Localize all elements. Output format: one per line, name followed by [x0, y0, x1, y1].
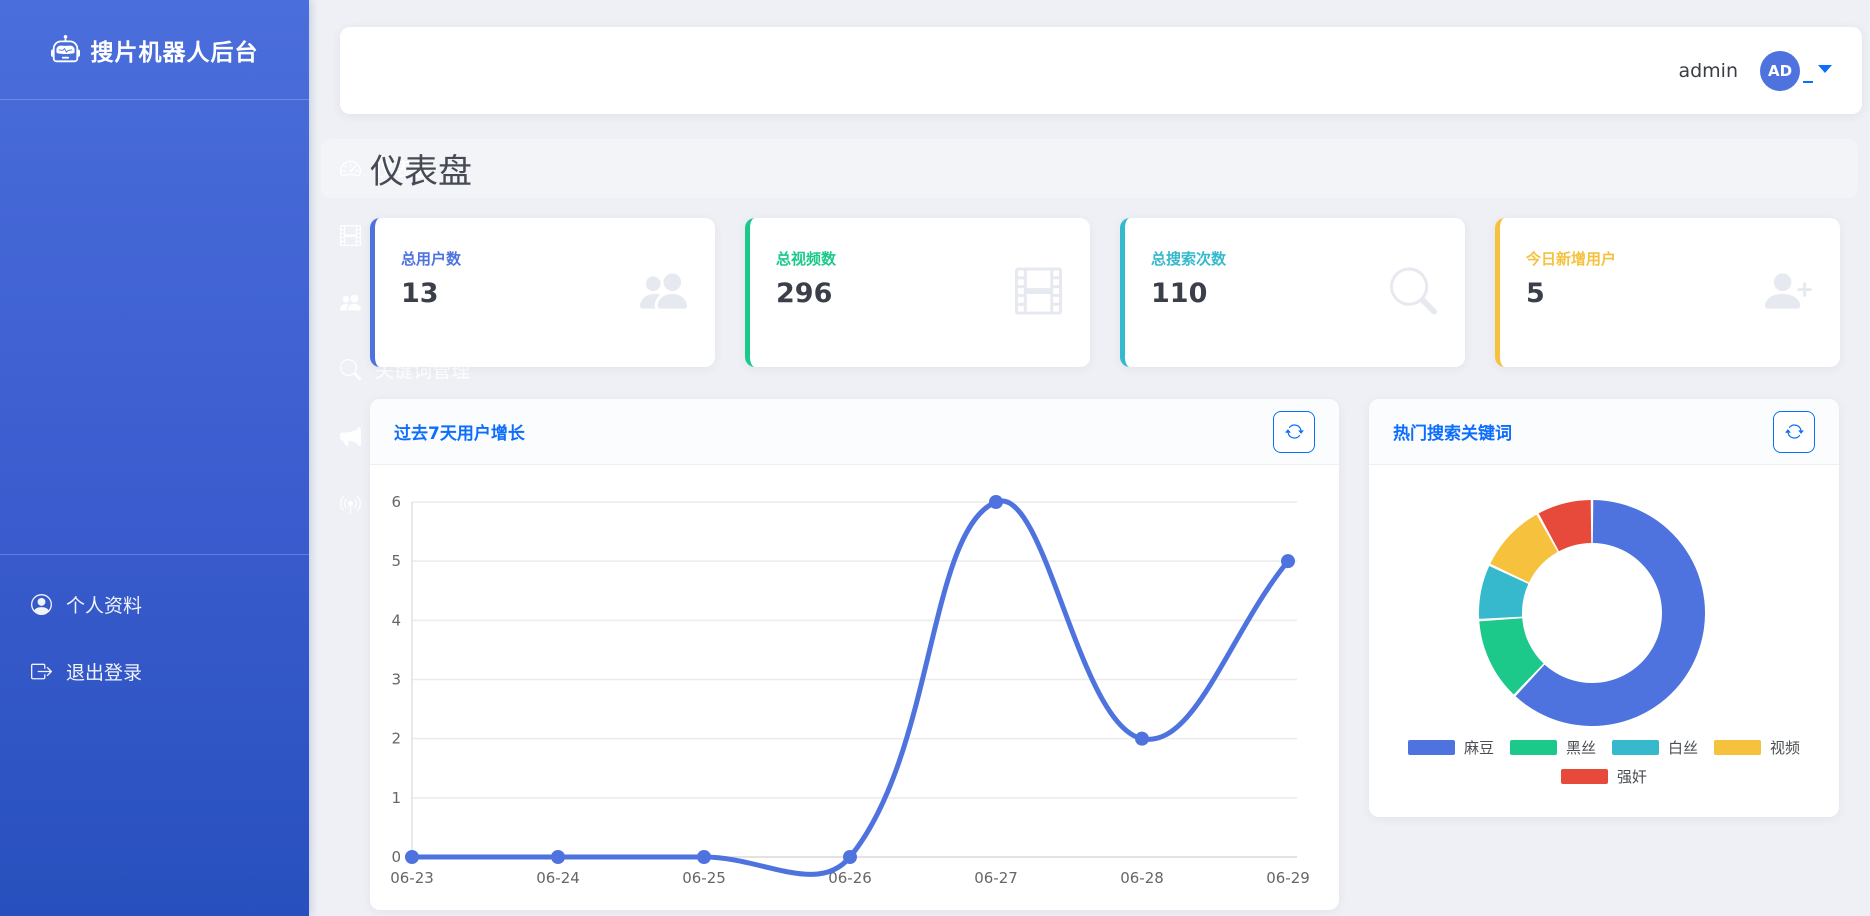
- legend-item[interactable]: 黑丝: [1509, 737, 1596, 758]
- stat-value: 110: [1151, 278, 1208, 309]
- person-circle-icon: [31, 594, 52, 615]
- sidebar-footer-nav: 个人资料 退出登录: [0, 575, 309, 709]
- svg-text:06-27: 06-27: [974, 869, 1018, 887]
- svg-text:06-28: 06-28: [1120, 869, 1164, 887]
- legend-label: 强奸: [1616, 768, 1647, 786]
- stat-label: 今日新增用户: [1526, 250, 1617, 268]
- stat-label: 总视频数: [776, 250, 837, 268]
- search-icon: [340, 359, 361, 380]
- line-chart: 0 1 2 3 4 5 6 06-23 06-24 06-25 06-26 06-27 06-28 06-…: [390, 493, 1310, 887]
- sidebar-item-profile[interactable]: 个人资料: [12, 575, 297, 634]
- svg-text:06-26: 06-26: [828, 869, 872, 887]
- stat-card-total-users: 总用户数 13: [370, 218, 715, 367]
- legend-label: 白丝: [1668, 739, 1699, 757]
- legend-swatch: [1714, 740, 1762, 755]
- speedometer-icon: [340, 160, 361, 177]
- svg-text:1: 1: [391, 789, 401, 807]
- user-growth-chart-card: 过去7天用户增长 0 1 2 3 4 5 6 06-23 06-24 06-25 06-26 06-2…: [370, 399, 1339, 910]
- megaphone-icon: [340, 427, 361, 446]
- legend-label: 视频: [1770, 739, 1801, 757]
- robot-icon: [50, 35, 80, 63]
- chevron-down-icon[interactable]: [1818, 64, 1832, 73]
- legend-swatch: [1612, 740, 1659, 755]
- stat-label: 总搜索次数: [1151, 250, 1227, 268]
- stat-card-new-users-today: 今日新增用户 5: [1495, 218, 1840, 367]
- refresh-button[interactable]: [1273, 410, 1315, 453]
- broadcast-icon: [340, 495, 361, 514]
- stat-value: 5: [1526, 278, 1545, 309]
- logout-icon: [31, 663, 52, 680]
- film-icon: [1015, 267, 1062, 318]
- main-content: admin AD 仪表盘 总用户数 13 总视频数 296: [309, 0, 1870, 916]
- search-icon: [1389, 267, 1437, 318]
- stat-value: 296: [776, 278, 833, 309]
- donut-chart: [1479, 500, 1705, 726]
- legend-item[interactable]: 视频: [1714, 737, 1800, 758]
- username-text: admin: [1678, 59, 1738, 82]
- sidebar-item-label: 仪表盘: [375, 159, 433, 181]
- refresh-button[interactable]: [1773, 410, 1815, 453]
- stat-value: 13: [401, 278, 439, 309]
- legend-item[interactable]: 强奸: [1560, 766, 1647, 787]
- legend-swatch: [1509, 740, 1557, 755]
- stats-row: 总用户数 13 总视频数 296 总搜索次数 110: [370, 218, 1840, 367]
- stat-card-total-videos: 总视频数 296: [745, 218, 1090, 367]
- sidebar-divider: [0, 99, 309, 100]
- svg-text:2: 2: [391, 730, 401, 748]
- sidebar-divider: [0, 554, 309, 555]
- svg-text:5: 5: [391, 552, 401, 570]
- sidebar-item-label: 退出登录: [66, 662, 143, 684]
- topbar: admin AD: [340, 27, 1862, 114]
- users-icon: [640, 267, 687, 318]
- svg-text:06-24: 06-24: [536, 869, 580, 887]
- svg-text:3: 3: [391, 671, 401, 689]
- refresh-icon: [1284, 424, 1304, 439]
- dropdown-underline: [1803, 80, 1813, 83]
- sidebar-item-dashboard[interactable]: 仪表盘: [321, 139, 1858, 198]
- legend-item[interactable]: 麻豆: [1407, 737, 1494, 758]
- card-title: 过去7天用户增长: [394, 424, 525, 444]
- legend-label: 麻豆: [1463, 739, 1494, 757]
- donut-legend: 麻豆 黑丝 白丝 视频强奸: [1369, 727, 1839, 791]
- film-icon: [340, 225, 361, 246]
- avatar[interactable]: AD: [1760, 50, 1800, 91]
- svg-text:06-23: 06-23: [390, 869, 434, 887]
- legend-swatch: [1407, 740, 1455, 755]
- card-header: 热门搜索关键词: [1369, 399, 1839, 465]
- legend-item[interactable]: 白丝: [1612, 737, 1698, 758]
- sidebar-item-logout[interactable]: 退出登录: [12, 642, 297, 701]
- stat-label: 总用户数: [401, 250, 462, 268]
- page-title: 仪表盘: [370, 152, 472, 192]
- svg-text:06-29: 06-29: [1266, 869, 1310, 887]
- user-plus-icon: [1765, 267, 1812, 318]
- brand: 搜片机器人后台: [0, 0, 309, 99]
- legend-label: 黑丝: [1565, 739, 1596, 757]
- brand-title: 搜片机器人后台: [90, 39, 259, 66]
- svg-text:6: 6: [391, 493, 401, 511]
- sidebar-item-label: 个人资料: [66, 595, 143, 617]
- hot-keywords-chart-card: 热门搜索关键词 麻豆 黑丝 白丝 视频强奸: [1369, 399, 1839, 817]
- svg-text:06-25: 06-25: [682, 869, 726, 887]
- legend-swatch: [1560, 769, 1608, 784]
- refresh-icon: [1784, 424, 1804, 439]
- people-icon: [340, 294, 361, 311]
- stat-card-total-searches: 总搜索次数 110: [1120, 218, 1465, 367]
- card-title: 热门搜索关键词: [1393, 424, 1512, 444]
- svg-text:0: 0: [391, 848, 401, 866]
- card-header: 过去7天用户增长: [370, 399, 1339, 465]
- svg-text:4: 4: [391, 611, 401, 629]
